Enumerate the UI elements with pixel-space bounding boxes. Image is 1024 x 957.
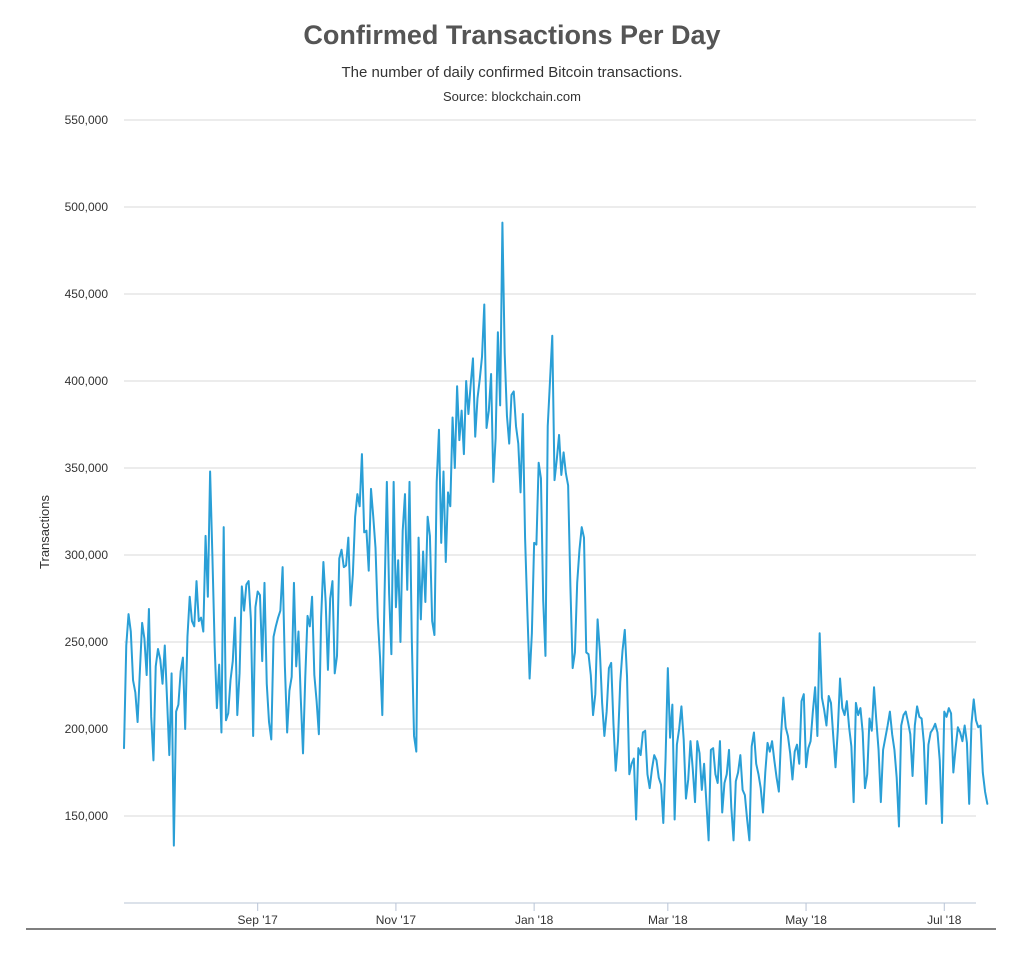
y-tick-label: 450,000 [65,287,109,301]
series-line [123,221,989,847]
x-tick-label: May '18 [785,913,827,927]
y-tick-label: 200,000 [65,722,109,736]
x-tick-label: Sep '17 [238,913,279,927]
y-tick-label: 550,000 [65,113,109,127]
y-tick-label: 150,000 [65,809,109,823]
y-tick-label: 400,000 [65,374,109,388]
y-axis-ticks: 150,000 200,000 250,000 300,000 350,000 400,0… [65,113,109,823]
y-axis-label: Transactions [37,495,52,569]
y-tick-label: 300,000 [65,548,109,562]
y-tick-label: 250,000 [65,635,109,649]
chart-title: Confirmed Transactions Per Day [303,20,721,50]
chart-source: Source: blockchain.com [442,89,581,104]
x-tick-label: Jul '18 [927,913,962,927]
series-group [123,221,989,847]
x-axis-ticks: Sep '17 Nov '17 Jan '18 Mar '18 May '18 Jul '… [238,903,962,927]
x-tick-label: Nov '17 [376,913,417,927]
x-tick-label: Jan '18 [515,913,554,927]
x-tick-label: Mar '18 [648,913,688,927]
chart-subtitle: The number of daily confirmed Bitcoin tr… [341,64,683,81]
y-tick-label: 500,000 [65,200,109,214]
y-tick-label: 350,000 [65,461,109,475]
